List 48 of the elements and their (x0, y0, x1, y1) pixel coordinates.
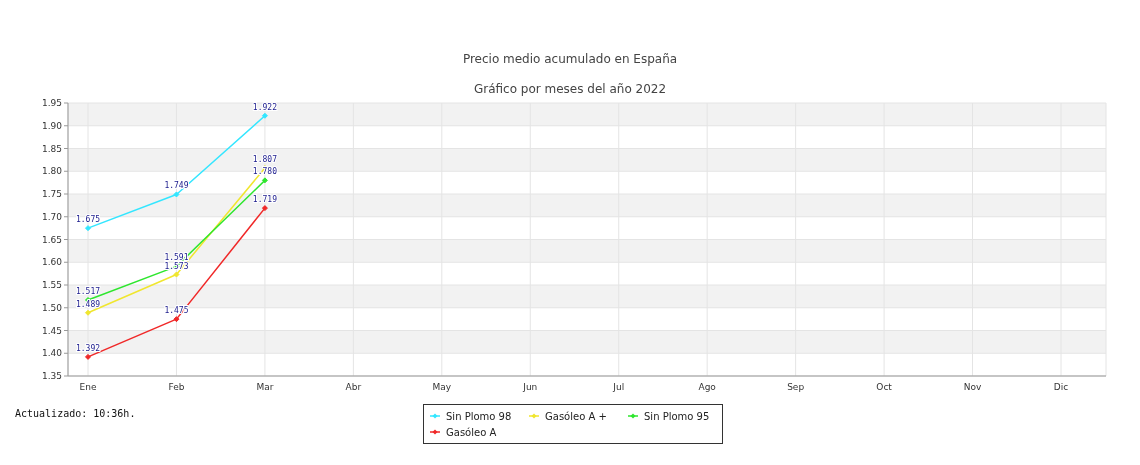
x-tick-label: Jun (522, 382, 538, 393)
x-tick-label: Feb (168, 382, 185, 393)
x-tick-label: Jul (612, 382, 625, 393)
legend-label: Gasóleo A + (545, 410, 607, 422)
chart-title: Precio medio acumulado en España (461, 52, 679, 66)
y-tick-label: 1.50 (41, 302, 63, 313)
data-label: 1.807 (252, 155, 278, 165)
point (85, 309, 91, 316)
x-tick-label: Abr (345, 382, 362, 393)
data-label: 1.719 (252, 195, 278, 205)
y-tick-label: 1.85 (41, 143, 62, 154)
point (85, 353, 91, 360)
x-tick-label: Ago (698, 382, 717, 393)
data-label: 1.392 (75, 343, 101, 353)
legend-label: Gasóleo A (446, 426, 497, 438)
y-tick-label: 1.70 (41, 211, 63, 222)
data-label: 1.922 (252, 102, 278, 112)
y-tick-label: 1.80 (41, 166, 63, 177)
point (261, 112, 268, 119)
point (261, 205, 268, 212)
y-tick-label: 1.40 (41, 348, 63, 359)
point (173, 316, 180, 323)
data-label: 1.517 (75, 287, 101, 297)
point (85, 225, 91, 232)
y-tick-label: 1.35 (41, 371, 62, 382)
x-tick-label: Ene (79, 382, 97, 393)
legend-label: Sin Plomo 98 (446, 410, 512, 422)
y-tick-label: 1.45 (41, 325, 62, 336)
x-tick-label: Mar (256, 382, 274, 393)
point (173, 271, 180, 278)
y-tick-label: 1.95 (41, 98, 62, 109)
y-tick-label: 1.90 (41, 120, 63, 131)
text: Actualizado: 10:36h. (15, 408, 136, 419)
x-tick-label: Sep (787, 382, 805, 393)
y-tick-label: 1.60 (41, 257, 63, 268)
data-label: 1.489 (75, 299, 101, 309)
y-tick-label: 1.75 (41, 189, 62, 200)
legend-label: Sin Plomo 95 (644, 410, 710, 422)
x-tick-label: May (432, 382, 452, 393)
x-tick-label: Oct (876, 382, 893, 393)
point (173, 191, 180, 198)
chart-subtitle: Gráfico por meses del año 2022 (472, 82, 668, 96)
point (261, 177, 268, 184)
y-tick-label: 1.55 (41, 280, 62, 291)
data-label: 1.675 (75, 215, 101, 225)
x-tick-label: Dic (1053, 382, 1069, 393)
y-tick-label: 1.65 (41, 234, 62, 245)
x-tick-label: Nov (963, 382, 982, 393)
